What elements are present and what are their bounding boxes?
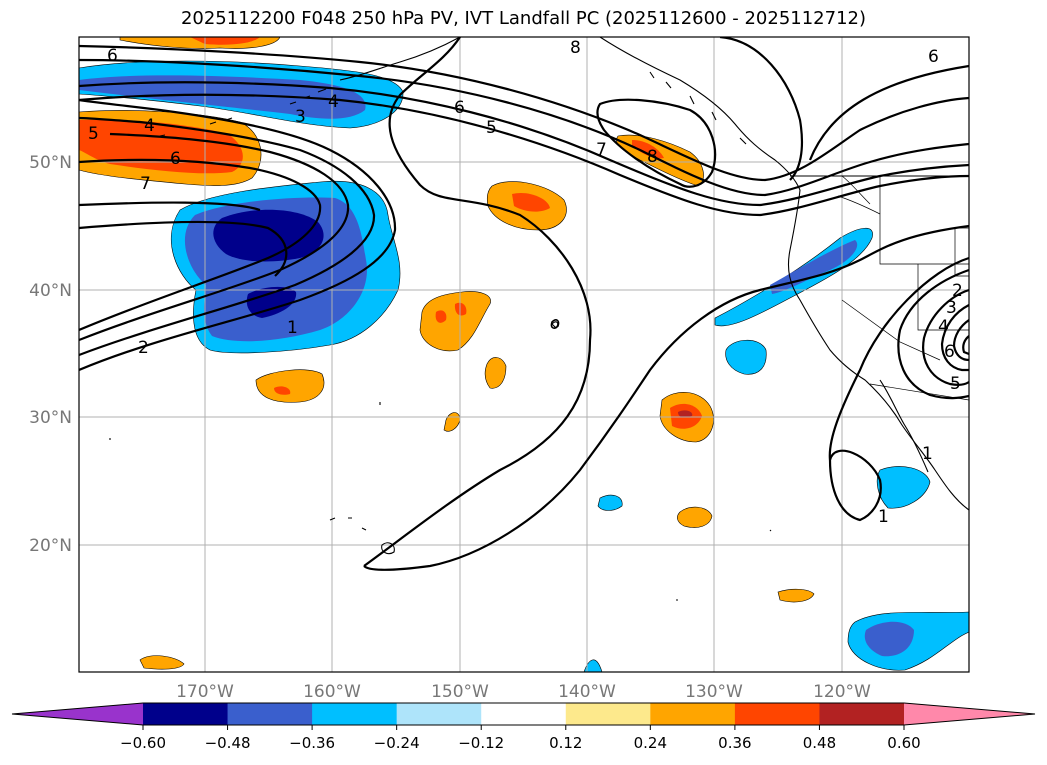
map-frame	[78, 36, 970, 673]
lat-label-50n: 50°N	[29, 153, 72, 173]
lon-label-130w: 130°W	[685, 682, 743, 702]
contour-label: 7	[140, 174, 151, 194]
colorbar-tick-label: −0.60	[120, 734, 166, 752]
colorbar-segment	[734, 703, 820, 725]
lon-label-140w: 140°W	[558, 682, 616, 702]
map-title: 2025112200 F048 250 hPa PV, IVT Landfall…	[180, 8, 867, 29]
contour-label: 5	[950, 374, 961, 394]
colorbar-segment	[481, 703, 567, 725]
colorbar-segment	[396, 703, 482, 725]
colorbar-extend-low	[12, 703, 143, 725]
lat-label-40n: 40°N	[29, 281, 72, 301]
contour-label: 8	[647, 147, 658, 167]
colorbar	[11, 702, 1036, 726]
colorbar-tick-label: 0.36	[718, 734, 751, 752]
contour-label: 1	[287, 318, 298, 338]
contour-label: 3	[946, 298, 957, 318]
contour-label: 3	[295, 107, 306, 127]
colorbar-extend-high	[904, 703, 1035, 725]
colorbar-tick-label: −0.12	[458, 734, 504, 752]
colorbar-ticks: −0.60 −0.48 −0.36 −0.24 −0.12 0.12 0.24 0.36 0.4…	[120, 725, 921, 752]
colorbar-segment	[143, 703, 229, 725]
colorbar-tick-label: 0.60	[887, 734, 920, 752]
colorbar-segment	[312, 703, 398, 725]
lon-label-150w: 150°W	[431, 682, 489, 702]
colorbar-tick-label: −0.36	[289, 734, 335, 752]
contour-label: 6	[944, 342, 955, 362]
contour-label: 2	[138, 338, 149, 358]
contour-label: 5	[486, 118, 497, 138]
contour-label: 6	[170, 149, 181, 169]
contour-label: 8	[570, 38, 581, 58]
contour-label: 4	[938, 317, 949, 337]
contour-labels: 6 4 5 3 6 7 2 1 4 6 5 7 8 8 6 2 3 4 6 5 …	[88, 38, 963, 527]
contour-label: 4	[328, 92, 339, 112]
colorbar-tick-label: −0.48	[205, 734, 251, 752]
colorbar-tick-label: 0.48	[803, 734, 836, 752]
lat-label-20n: 20°N	[29, 536, 72, 556]
pv-contours	[79, 37, 969, 571]
contour-label: 1	[878, 507, 889, 527]
colorbar-segment	[565, 703, 651, 725]
colorbar-tick-label: 0.24	[634, 734, 667, 752]
contour-label: 6	[928, 47, 939, 67]
contour-label: 5	[88, 124, 99, 144]
lon-label-170w: 170°W	[176, 682, 234, 702]
contour-label: 4	[144, 116, 155, 136]
coastlines	[109, 37, 969, 601]
colorbar-tick-label: 0.12	[549, 734, 582, 752]
colorbar-tick-label: −0.24	[374, 734, 420, 752]
contour-label: 2	[952, 281, 963, 301]
latitude-labels: 50°N 40°N 30°N 20°N	[29, 153, 72, 556]
colorbar-segment	[650, 703, 736, 725]
lon-label-160w: 160°W	[303, 682, 361, 702]
contour-label: 6	[107, 46, 118, 66]
lon-label-120w: 120°W	[813, 682, 871, 702]
contour-label: 7	[596, 140, 607, 160]
contour-label: 1	[922, 444, 933, 464]
longitude-labels: 170°W 160°W 150°W 140°W 130°W 120°W	[176, 682, 871, 702]
colorbar-segment	[819, 703, 905, 725]
colorbar-segment	[227, 703, 313, 725]
contour-label: 6	[454, 98, 465, 118]
lat-label-30n: 30°N	[29, 408, 72, 428]
